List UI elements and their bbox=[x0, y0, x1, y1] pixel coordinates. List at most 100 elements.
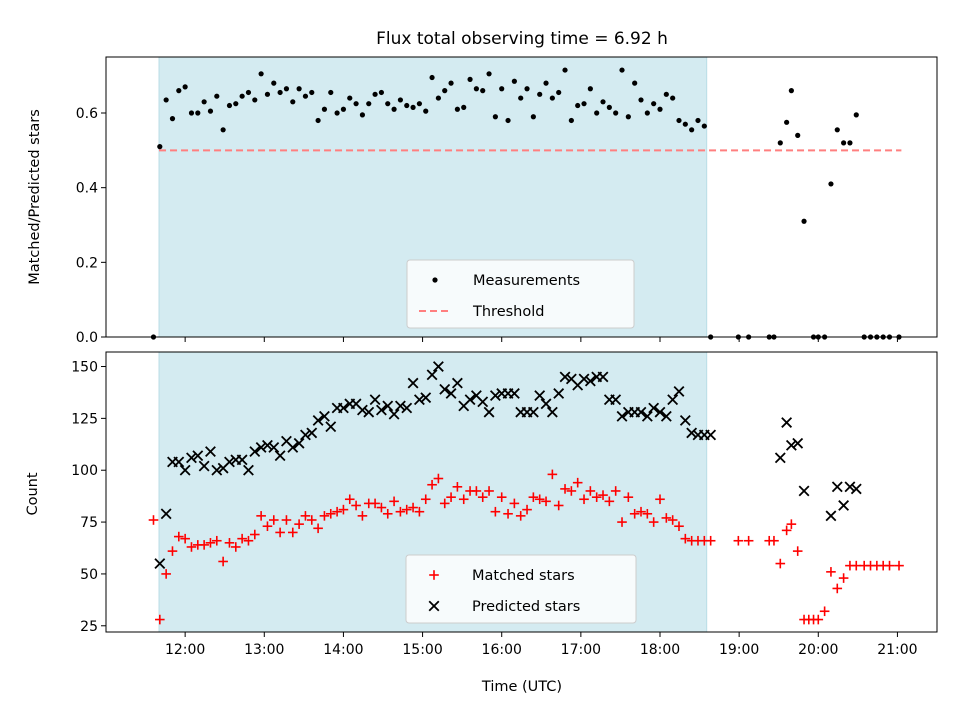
bottom-predicted-stars-point-56-b bbox=[508, 388, 520, 399]
bottom-matched-stars-point-18 bbox=[262, 521, 273, 532]
top-legend-box bbox=[406, 259, 635, 329]
bottom-predicted-stars-point-60 bbox=[534, 390, 546, 401]
bottom-predicted-stars-point-73-b bbox=[616, 410, 628, 422]
bottom-predicted-stars-point-49 bbox=[464, 394, 476, 406]
bottom-matched-stars-point-31 bbox=[344, 494, 355, 505]
bottom-matched-stars-point-59 bbox=[522, 504, 532, 515]
bottom-predicted-stars-point-23-b bbox=[300, 429, 311, 441]
top-y-axis-label: Matched/Predicted stars bbox=[27, 109, 43, 285]
bottom-predicted-stars-point-84-b bbox=[686, 427, 698, 439]
bottom-matched-stars-point-78 bbox=[642, 508, 653, 519]
bottom-matched-stars-point-72 bbox=[604, 496, 615, 507]
bottom-predicted-stars-point-96 bbox=[844, 481, 856, 493]
bottom-predicted-stars-point-42-b bbox=[420, 392, 432, 404]
bottom-matched-stars-point-101 bbox=[819, 606, 830, 617]
bottom-predicted-stars-point-91-b bbox=[792, 437, 804, 449]
top-measurements-point-4 bbox=[176, 88, 182, 94]
x-tick-label-5: 17:00 bbox=[561, 642, 601, 658]
bottom-predicted-stars-point-97-b bbox=[850, 483, 862, 495]
top-measurements-point-97 bbox=[801, 218, 807, 224]
top-measurements-point-19 bbox=[271, 80, 277, 86]
bottom-matched-stars-point-61 bbox=[534, 494, 545, 505]
bottom-y-tick-label-3: 100 bbox=[71, 463, 98, 479]
bottom-predicted-stars-point-22 bbox=[293, 437, 305, 449]
bottom-predicted-stars-point-62-b bbox=[546, 406, 558, 418]
bottom-predicted-stars-point-33 bbox=[363, 406, 375, 418]
top-measurements-point-58 bbox=[518, 95, 524, 101]
bottom-matched-stars-point-49 bbox=[458, 494, 469, 505]
bottom-predicted-stars-point-94-b bbox=[831, 481, 843, 493]
top-measurements-point-78 bbox=[644, 110, 650, 116]
bottom-predicted-stars-point-40 bbox=[407, 377, 419, 389]
bottom-axes-frame bbox=[105, 351, 938, 633]
bottom-predicted-stars-point-32 bbox=[356, 404, 368, 416]
top-measurements-point-10 bbox=[214, 93, 220, 99]
top-measurements-point-34 bbox=[366, 101, 372, 107]
top-measurements-point-18 bbox=[264, 91, 271, 97]
bottom-predicted-stars-point-26 bbox=[318, 410, 330, 422]
bottom-matched-stars-point-54 bbox=[490, 506, 501, 517]
top-measurements-point-1 bbox=[157, 144, 163, 150]
bottom-predicted-stars-point-87 bbox=[705, 429, 717, 441]
bottom-predicted-stars-point-11 bbox=[224, 456, 235, 468]
bottom-matched-stars-point-96 bbox=[792, 546, 803, 556]
bottom-predicted-stars-point-78-b bbox=[648, 402, 660, 414]
top-measurements-point-63 bbox=[549, 95, 555, 101]
bottom-matched-stars-point-47 bbox=[446, 492, 456, 502]
bottom-matched-stars-point-77 bbox=[636, 506, 646, 517]
bottom-predicted-stars-point-5-b bbox=[186, 452, 197, 464]
bottom-predicted-stars-point-60-b bbox=[534, 390, 546, 401]
bottom-matched-stars-point-51 bbox=[471, 486, 482, 496]
bottom-predicted-stars-point-72 bbox=[610, 394, 622, 406]
bottom-predicted-stars-point-1 bbox=[160, 508, 172, 520]
top-measurements-point-43 bbox=[423, 108, 429, 114]
top-measurements-point-83 bbox=[676, 117, 682, 124]
bottom-matched-stars-point-1 bbox=[155, 614, 165, 625]
top-measurements-point-73 bbox=[613, 110, 619, 116]
bottom-matched-stars-point-104 bbox=[838, 573, 849, 583]
bottom-matched-stars-point-67 bbox=[572, 477, 583, 488]
top-measurements-point-59 bbox=[524, 86, 530, 92]
bottom-predicted-stars-point-42 bbox=[420, 392, 432, 404]
bottom-y-tick-label-2: 75 bbox=[80, 515, 98, 531]
bottom-predicted-stars-point-72-b bbox=[610, 394, 622, 406]
bottom-matched-stars-point-68 bbox=[579, 494, 589, 505]
bottom-panel: 25 50 75 100 125 150 12:00 13:00 14:00 15:00 16:00… bbox=[71, 351, 938, 658]
bottom-predicted-stars-point-35 bbox=[375, 404, 387, 416]
bottom-predicted-stars-point-81-b bbox=[667, 394, 679, 406]
bottom-predicted-stars-point-52-b bbox=[483, 406, 495, 418]
bottom-predicted-stars-point-59-b bbox=[527, 406, 539, 418]
bottom-predicted-stars-point-90 bbox=[785, 439, 797, 451]
bottom-matched-stars-point-0 bbox=[148, 515, 159, 525]
bottom-predicted-stars-point-20-b bbox=[281, 435, 292, 447]
bottom-predicted-stars-point-38 bbox=[394, 400, 406, 412]
top-measurements-point-8 bbox=[201, 99, 207, 105]
bottom-matched-stars-point-57 bbox=[509, 498, 520, 509]
top-measurements-point-17 bbox=[258, 71, 264, 77]
bottom-matched-stars-point-43 bbox=[420, 494, 431, 505]
top-panel: 0.0 0.2 0.4 0.6 Measurements Threshold bbox=[76, 56, 938, 346]
top-measurements-point-3 bbox=[169, 116, 176, 122]
bottom-predicted-stars-point-35-b bbox=[375, 404, 387, 416]
bottom-matched-stars-point-69 bbox=[585, 486, 596, 496]
bottom-predicted-stars-point-81 bbox=[667, 394, 679, 406]
chart-title: Flux total observing time = 6.92 h bbox=[376, 29, 668, 49]
bottom-matched-stars-point-80 bbox=[655, 494, 665, 505]
bottom-matched-stars-point-83 bbox=[674, 521, 684, 532]
bottom-predicted-stars-point-87-b bbox=[705, 429, 717, 441]
top-measurements-point-77 bbox=[638, 97, 644, 103]
top-measurements-point-31 bbox=[347, 95, 353, 101]
bottom-matched-stars-point-42 bbox=[414, 506, 425, 517]
top-measurements-point-53 bbox=[486, 71, 492, 77]
x-tick-label-8: 20:00 bbox=[798, 642, 838, 658]
top-measurements-point-15 bbox=[245, 89, 252, 96]
bottom-predicted-stars-point-13-b bbox=[236, 454, 248, 466]
bottom-matched-stars-point-45 bbox=[433, 473, 444, 484]
bottom-matched-stars-point-102 bbox=[826, 567, 836, 577]
top-measurements-point-103 bbox=[841, 140, 847, 146]
bottom-matched-stars-point-92 bbox=[769, 535, 779, 546]
bottom-y-tick-label-0: 25 bbox=[80, 619, 98, 635]
bottom-predicted-stars-point-68-b bbox=[584, 375, 596, 387]
bottom-predicted-stars-point-46-b bbox=[445, 388, 457, 399]
